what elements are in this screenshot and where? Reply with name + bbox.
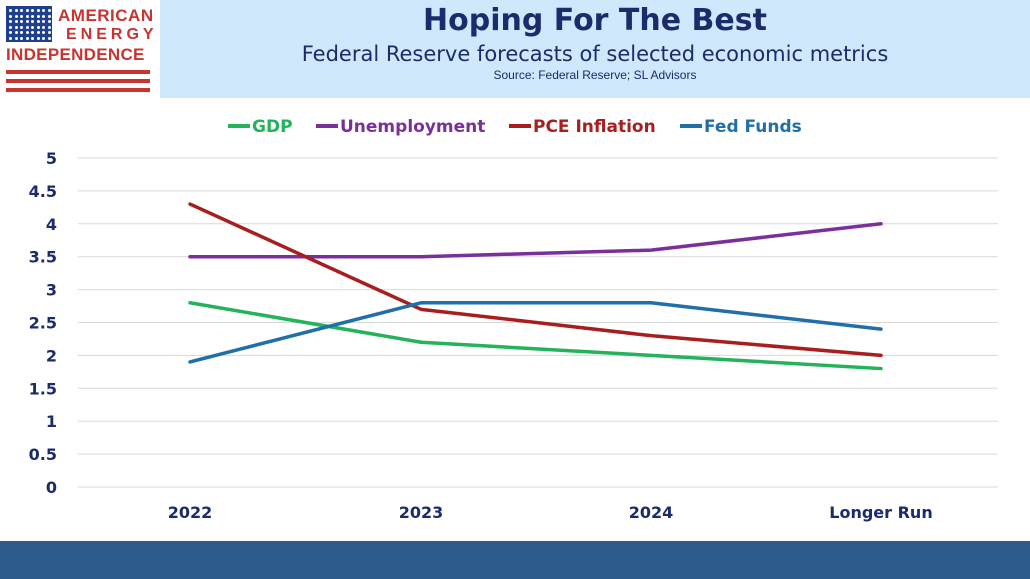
- x-axis-ticks: 2022 2023 2024 Longer Run: [168, 503, 933, 522]
- series-line-gdp: [188, 301, 883, 371]
- logo-stripe: [6, 70, 150, 74]
- page-title: Hoping For The Best: [423, 3, 767, 38]
- logo-stripe: [6, 79, 150, 83]
- series-lines: [188, 202, 883, 371]
- legend-label: PCE Inflation: [533, 117, 656, 137]
- series-line-pce-inflation: [188, 202, 883, 358]
- legend-label: GDP: [252, 117, 293, 137]
- y-tick-label: 5: [46, 149, 57, 168]
- y-tick-label: 3: [46, 281, 57, 300]
- x-tick-label: 2023: [399, 503, 444, 522]
- page-subtitle: Federal Reserve forecasts of selected ec…: [301, 42, 889, 66]
- logo-line-1: AMERICAN: [58, 6, 154, 25]
- x-tick-label: 2024: [629, 503, 674, 522]
- brand-logo: AMERICAN ENERGY INDEPENDENCE: [0, 0, 160, 98]
- legend-label: Unemployment: [340, 117, 485, 137]
- series-line-fed-funds: [188, 301, 883, 364]
- footer-bar: [0, 541, 1030, 579]
- us-flag-icon: [6, 6, 52, 42]
- logo-line-2: ENERGY: [66, 26, 158, 43]
- logo-line-3: INDEPENDENCE: [6, 45, 145, 64]
- y-tick-label: 4: [46, 215, 57, 234]
- y-axis-ticks: 0 0.5 1 1.5 2 2.5 3 3.5 4 4.5 5: [29, 149, 57, 497]
- y-tick-label: 2.5: [29, 314, 57, 333]
- y-tick-label: 1: [46, 412, 57, 431]
- y-tick-label: 1.5: [29, 379, 57, 398]
- source-note: Source: Federal Reserve; SL Advisors: [493, 68, 697, 82]
- x-tick-label: Longer Run: [829, 503, 932, 522]
- header-band: [160, 0, 1030, 98]
- y-tick-label: 4.5: [29, 182, 57, 201]
- x-tick-label: 2022: [168, 503, 213, 522]
- legend-label: Fed Funds: [704, 117, 802, 137]
- line-chart: 0 0.5 1 1.5 2 2.5 3 3.5 4 4.5 5 2022 2023 2024 Longer…: [29, 117, 998, 522]
- logo-stripe: [6, 88, 150, 92]
- y-tick-label: 0.5: [29, 445, 57, 464]
- y-tick-label: 2: [46, 346, 57, 365]
- legend: GDP Unemployment PCE Inflation Fed Funds: [228, 117, 802, 137]
- y-tick-label: 3.5: [29, 248, 57, 267]
- y-tick-label: 0: [46, 478, 57, 497]
